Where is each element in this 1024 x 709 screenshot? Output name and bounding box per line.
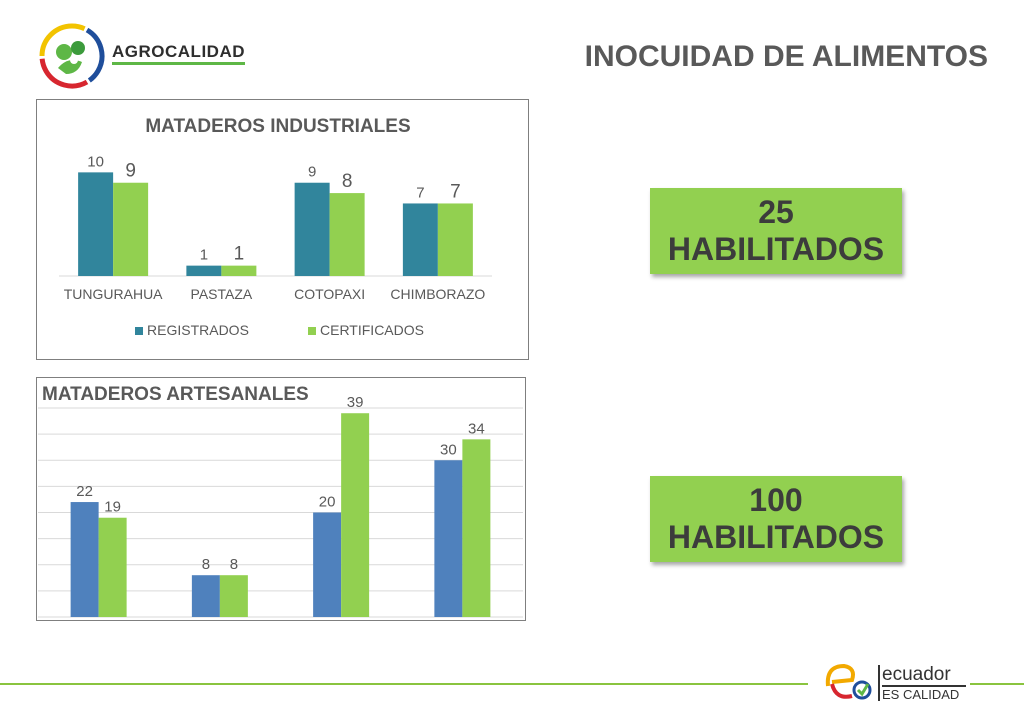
data-label: 9 [308,164,316,181]
badge-number: 100 [749,482,803,518]
bar-certificados [98,517,127,617]
ecuador-es-calidad-logo-icon: ecuador ES CALIDAD [825,663,966,702]
bar-registrados [434,460,463,617]
bar-certificados [329,193,365,276]
page-title: INOCUIDAD DE ALIMENTOS [584,40,988,73]
category-label: PASTAZA [191,286,253,302]
data-label: 39 [347,394,364,411]
bar-certificados [221,265,257,276]
category-label: CHIMBORAZO [390,286,485,302]
brand-name: AGROCALIDAD [112,42,245,61]
data-label: 19 [104,499,121,516]
data-label: 30 [440,441,457,458]
bar-registrados [313,512,342,617]
bar-certificados [341,413,370,617]
footer-logo-line1: ecuador [882,664,951,685]
data-label: 1 [200,247,208,264]
bar-certificados [462,439,491,617]
habilitados-badge-artesanales: 100 HABILITADOS [650,476,902,562]
data-label: 8 [230,556,238,573]
data-label: 10 [87,153,104,170]
legend-entry: REGISTRADOS [147,322,249,338]
bar-registrados [186,265,222,276]
bar-certificados [113,182,149,276]
bar-registrados [70,502,99,617]
data-label: 8 [342,171,353,192]
chart-industriales-svg: MATADEROS INDUSTRIALES 10 9 TUNGURAHUA 1 1 PAS… [59,116,492,338]
chart-artesanales: MATADEROS ARTESANALES2219TUNGURAHUA88PAS… [36,377,526,621]
badge-number: 25 [758,194,794,230]
chart-industriales: MATADEROS INDUSTRIALES 10 9 TUNGURAHUA 1 1 PAS… [36,99,529,360]
footer-line-left [0,683,808,685]
data-label: 1 [234,244,245,265]
badge-label: HABILITADOS [667,519,885,555]
data-label: 34 [468,420,485,437]
data-label: 7 [450,181,461,202]
agrocalidad-logo-icon [39,23,105,89]
habilitados-badge-industriales: 25 HABILITADOS [650,188,902,274]
bar-registrados [78,172,114,276]
legend-swatch [135,327,143,335]
bar-registrados [402,203,438,276]
category-label: TUNGURAHUA [64,286,163,302]
bar-registrados [294,182,330,276]
data-label: 7 [416,184,424,201]
legend-swatch [308,327,316,335]
data-label: 8 [202,556,210,573]
chart-title: MATADEROS INDUSTRIALES [145,116,410,137]
brand-underline [112,62,245,65]
bar-certificados [437,203,473,276]
data-label: 9 [125,161,136,182]
footer-line-right [970,683,1024,685]
footer-logo-line2: ES CALIDAD [882,687,959,702]
data-label: 22 [76,483,93,500]
category-label: COTOPAXI [294,286,365,302]
bar-certificados [219,575,248,617]
badge-label: HABILITADOS [667,231,885,267]
bar-registrados [191,575,220,617]
chart-title: MATADEROS ARTESANALES [42,384,309,405]
chart-artesanales-svg: MATADEROS ARTESANALES2219TUNGURAHUA88PAS… [38,384,523,618]
legend-entry: CERTIFICADOS [320,322,424,338]
data-label: 20 [319,494,336,511]
